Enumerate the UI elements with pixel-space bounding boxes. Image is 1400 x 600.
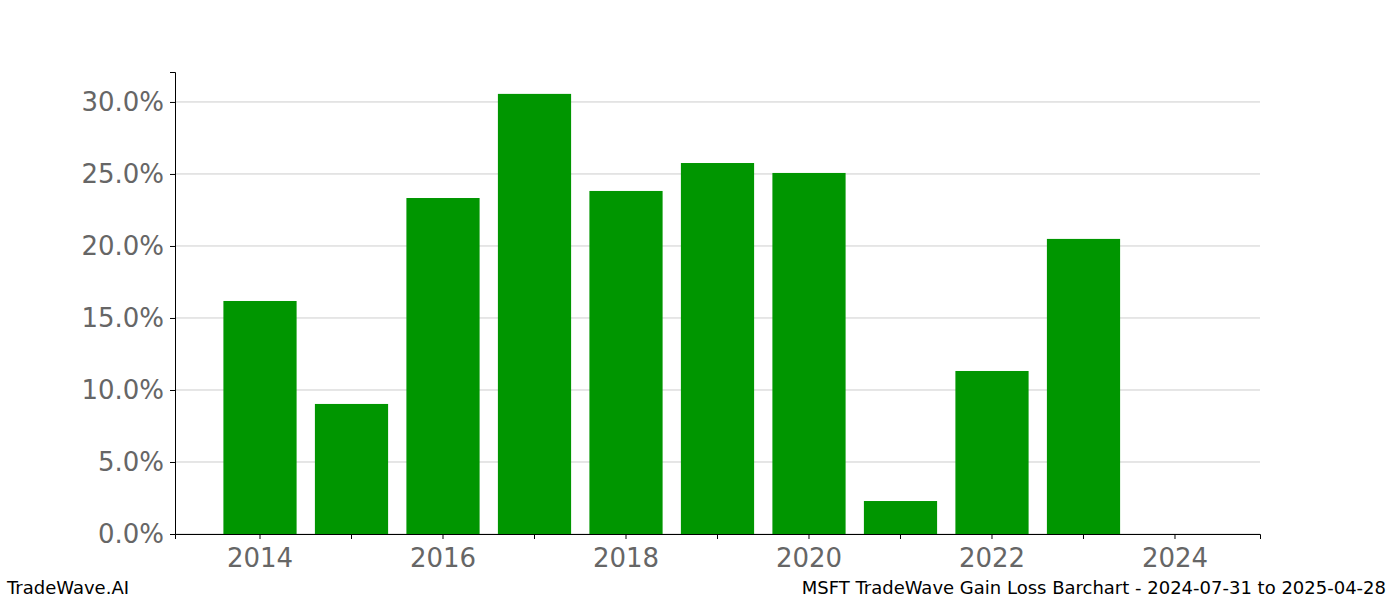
x-tick-mark (443, 534, 444, 539)
y-tick: 5.0% (98, 447, 175, 477)
x-tick-mark (1174, 534, 1175, 539)
y-tick: 30.0% (81, 87, 175, 117)
y-axis: 0.0% 5.0% 10.0% 15.0% 20.0% 25.0% 30.0% (81, 73, 175, 549)
x-tick-label: 2016 (410, 543, 476, 573)
bar (955, 371, 1028, 534)
y-tick-label: 5.0% (98, 447, 164, 477)
bar (864, 501, 937, 534)
grid-line (175, 101, 1260, 102)
grid (175, 102, 1260, 534)
y-tick-label: 30.0% (81, 87, 164, 117)
y-tick: 15.0% (81, 303, 175, 333)
x-tick-mark (900, 534, 901, 539)
y-tick-label: 20.0% (81, 231, 164, 261)
bar (589, 191, 662, 534)
x-tick (717, 534, 718, 539)
bar (1138, 534, 1211, 535)
plot: 0.0%5.0%10.0%15.0%20.0%25.0%30.0%2014201… (81, 73, 1260, 574)
y-tick-mark (170, 174, 175, 175)
x-tick: 2014 (227, 534, 293, 573)
y-tick: 20.0% (81, 231, 175, 261)
x-tick-mark (1083, 534, 1084, 539)
x-tick-label: 2014 (227, 543, 293, 573)
y-tick-mark (170, 462, 175, 463)
y-tick-label: 25.0% (81, 159, 164, 189)
x-axis: 2014 2016 2018 2020 2022 2024 (176, 534, 1261, 573)
bar (223, 301, 296, 534)
bar (315, 404, 388, 534)
x-tick-mark (534, 534, 535, 539)
title: MSFT TradeWave Gain Loss Barchart - 2024… (802, 577, 1386, 598)
bars (223, 94, 1120, 534)
y-tick: 25.0% (81, 159, 175, 189)
y-tick-mark (170, 102, 175, 103)
bar (681, 163, 754, 534)
x-tick-label: 2024 (1142, 543, 1208, 573)
y-tick-label: 15.0% (81, 303, 164, 333)
y-tick-label: 10.0% (81, 375, 164, 405)
x-tick-mark (808, 534, 809, 539)
y-tick-label: 0.0% (98, 519, 164, 549)
bar (406, 198, 479, 534)
y-tick-mark (170, 534, 175, 535)
x-axis-line (176, 535, 1261, 540)
y-tick: 0.0% (98, 519, 175, 549)
y-tick: 10.0% (81, 375, 175, 405)
y-tick-mark (170, 246, 175, 247)
x-tick-label: 2022 (959, 543, 1025, 573)
y-tick-mark (170, 318, 175, 319)
x-tick (1083, 534, 1084, 539)
bar (1047, 239, 1120, 534)
y-axis-line (170, 73, 176, 535)
x-tick (534, 534, 535, 539)
footer-left: TradeWave.AI (6, 577, 129, 598)
x-tick: 2020 (776, 534, 842, 573)
x-tick: 2024 (1142, 534, 1208, 573)
y-tick-mark (170, 390, 175, 391)
x-tick-label: 2018 (593, 543, 659, 573)
x-tick-mark (717, 534, 718, 539)
x-tick (900, 534, 901, 539)
x-tick (351, 534, 352, 539)
x-tick-label: 2020 (776, 543, 842, 573)
x-tick-mark (991, 534, 992, 539)
x-tick-mark (260, 534, 261, 539)
x-tick-mark (626, 534, 627, 539)
x-tick: 2016 (410, 534, 476, 573)
bar (498, 94, 571, 534)
x-tick-mark (351, 534, 352, 539)
bar (772, 173, 845, 534)
x-tick: 2022 (959, 534, 1025, 573)
x-tick: 2018 (593, 534, 659, 573)
